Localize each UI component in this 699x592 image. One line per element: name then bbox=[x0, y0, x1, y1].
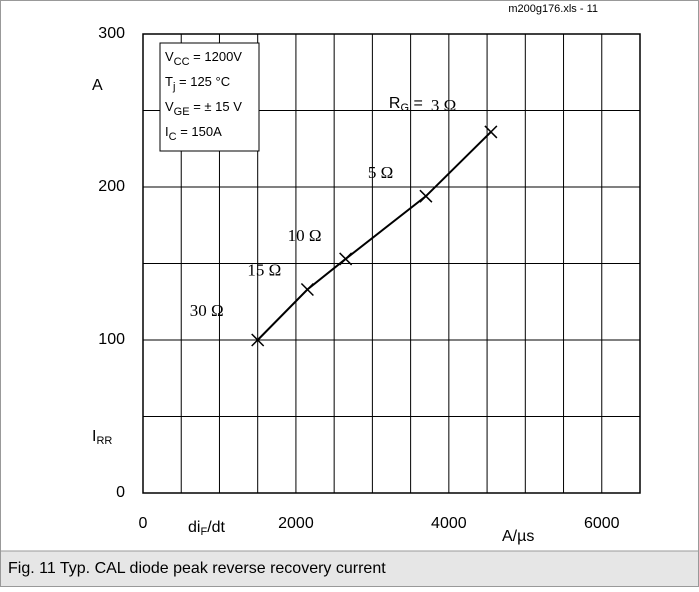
subscript: CC bbox=[174, 56, 190, 68]
point-label: 5 Ω bbox=[368, 163, 393, 182]
sub-label: IRR bbox=[92, 428, 112, 447]
point-marker bbox=[251, 333, 265, 347]
sub-label: VGE = ± 15 V bbox=[165, 99, 242, 117]
subscript: GE bbox=[174, 106, 190, 118]
point-marker bbox=[484, 125, 498, 139]
y-tick-label: 200 bbox=[98, 178, 125, 195]
sub-label: VCC = 1200V bbox=[165, 49, 242, 67]
sub-label: Tj = 125 °C bbox=[165, 74, 230, 92]
main-text: I bbox=[92, 428, 96, 445]
x-unit: A/µs bbox=[502, 528, 534, 545]
rest-text: = bbox=[409, 95, 423, 112]
y-tick-label: 0 bbox=[116, 484, 125, 501]
conditions-box bbox=[159, 42, 260, 152]
x-tick-label: 2000 bbox=[278, 515, 314, 532]
sub-label: IC = 150A bbox=[165, 124, 222, 142]
file-note: m200g176.xls - 11 bbox=[508, 3, 598, 15]
sub-label: RG = bbox=[389, 95, 423, 114]
point-label: 3 Ω bbox=[431, 96, 456, 115]
main-text: V bbox=[165, 99, 174, 114]
y-tick-label: 100 bbox=[98, 331, 125, 348]
rest-text: = 1200V bbox=[190, 49, 243, 64]
caption-bar bbox=[1, 551, 698, 586]
y-unit: A bbox=[92, 77, 103, 94]
rest-text: /dt bbox=[207, 519, 225, 536]
subscript: C bbox=[169, 131, 177, 143]
main-text: I bbox=[165, 124, 169, 139]
subscript: RR bbox=[96, 435, 112, 447]
main-text: V bbox=[165, 49, 174, 64]
x-tick-label: 6000 bbox=[584, 515, 620, 532]
rest-text: = 125 °C bbox=[175, 74, 230, 89]
caption: Fig. 11 Typ. CAL diode peak reverse reco… bbox=[8, 560, 386, 577]
point-marker bbox=[419, 189, 433, 203]
x-tick-label: 0 bbox=[139, 515, 148, 532]
subscript: F bbox=[200, 526, 207, 538]
plot-border bbox=[142, 33, 641, 494]
subscript: G bbox=[400, 102, 409, 114]
main-text: di bbox=[188, 519, 200, 536]
sub-label: diF/dt bbox=[188, 519, 226, 538]
y-tick-label: 300 bbox=[98, 25, 125, 42]
point-label: 15 Ω bbox=[247, 260, 281, 279]
point-label: 10 Ω bbox=[288, 226, 322, 245]
subscript: j bbox=[172, 81, 175, 93]
point-label: 30 Ω bbox=[190, 301, 224, 320]
x-tick-label: 4000 bbox=[431, 515, 467, 532]
point-marker bbox=[300, 282, 314, 297]
rest-text: = 150A bbox=[177, 124, 223, 139]
main-text: T bbox=[165, 74, 173, 89]
rest-text: = ± 15 V bbox=[190, 99, 243, 114]
main-text: R bbox=[389, 95, 401, 112]
point-marker bbox=[339, 252, 353, 266]
